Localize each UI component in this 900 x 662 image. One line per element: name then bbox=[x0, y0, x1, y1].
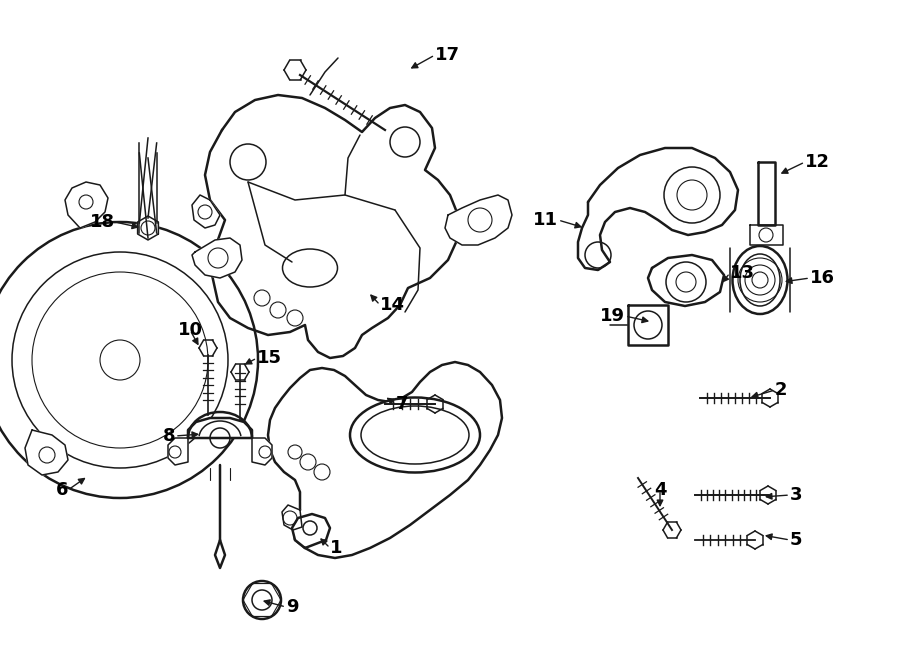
Text: 12: 12 bbox=[805, 153, 830, 171]
Polygon shape bbox=[192, 195, 220, 228]
Text: 1: 1 bbox=[330, 539, 343, 557]
Text: 11: 11 bbox=[533, 211, 558, 229]
Text: 15: 15 bbox=[257, 349, 282, 367]
Text: 3: 3 bbox=[790, 486, 803, 504]
Polygon shape bbox=[282, 505, 302, 530]
Polygon shape bbox=[168, 438, 188, 465]
Text: 8: 8 bbox=[162, 427, 175, 445]
Circle shape bbox=[243, 581, 281, 619]
Text: 14: 14 bbox=[380, 296, 405, 314]
Polygon shape bbox=[205, 95, 458, 358]
Polygon shape bbox=[192, 238, 242, 278]
Ellipse shape bbox=[350, 397, 480, 473]
Polygon shape bbox=[628, 305, 668, 345]
Polygon shape bbox=[578, 148, 738, 270]
Polygon shape bbox=[188, 418, 252, 438]
Polygon shape bbox=[25, 430, 68, 475]
Polygon shape bbox=[138, 216, 158, 240]
Polygon shape bbox=[445, 195, 512, 245]
Text: 18: 18 bbox=[90, 213, 115, 231]
Text: 10: 10 bbox=[177, 321, 202, 339]
Text: 5: 5 bbox=[790, 531, 803, 549]
Text: 9: 9 bbox=[286, 598, 299, 616]
Text: 16: 16 bbox=[810, 269, 835, 287]
Polygon shape bbox=[292, 514, 330, 548]
Polygon shape bbox=[268, 362, 502, 558]
Circle shape bbox=[0, 222, 258, 498]
Text: 13: 13 bbox=[730, 264, 755, 282]
Polygon shape bbox=[758, 162, 775, 225]
Text: 6: 6 bbox=[56, 481, 68, 499]
Text: 4: 4 bbox=[653, 481, 666, 499]
Text: 7: 7 bbox=[396, 395, 409, 413]
Polygon shape bbox=[648, 255, 724, 306]
Polygon shape bbox=[65, 182, 108, 228]
Text: 17: 17 bbox=[435, 46, 460, 64]
Text: 2: 2 bbox=[775, 381, 788, 399]
Polygon shape bbox=[750, 225, 783, 245]
Ellipse shape bbox=[733, 246, 788, 314]
Text: 19: 19 bbox=[600, 307, 625, 325]
Polygon shape bbox=[252, 438, 272, 465]
